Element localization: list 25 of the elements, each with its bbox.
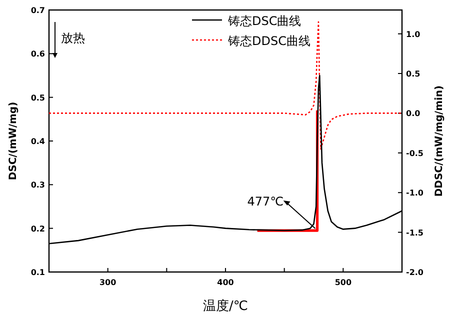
y-tick-label: 0.3 — [30, 180, 45, 190]
y-tick-label: 0.7 — [30, 6, 45, 15]
annotation: 477℃ — [247, 194, 316, 230]
legend-label: 铸态DDSC曲线 — [227, 34, 310, 48]
y-tick-label: 0.1 — [30, 268, 46, 277]
y-tick-label: 0.2 — [30, 224, 45, 234]
y2-tick-label: -2.0 — [406, 268, 424, 277]
y2-tick-label: -0.5 — [406, 148, 424, 158]
y-tick-label: 0.4 — [30, 137, 46, 146]
y2label: DDSC/(mW/mg/min) — [434, 85, 445, 197]
y-tick-label: 0.5 — [30, 93, 46, 102]
x-tick-label: 400 — [217, 278, 234, 287]
y2-tick-label: -1.5 — [406, 228, 424, 238]
y2-tick-label: 0.0 — [406, 109, 421, 118]
y2-tick-label: 0.5 — [406, 70, 421, 79]
y2-tick-label: -1.0 — [406, 188, 424, 198]
x-tick-label: 500 — [334, 278, 352, 287]
x-tick-label: 300 — [99, 278, 117, 287]
y-tick-label: 0.6 — [30, 50, 46, 59]
y2-tick-label: 1.0 — [406, 30, 421, 39]
annotation: 477℃ — [247, 194, 284, 209]
xlabel: 温度/℃ — [203, 299, 248, 314]
annotation: 放热 — [61, 31, 85, 45]
ylabel: DSC/(mW/mg) — [8, 102, 19, 180]
legend-label: 铸态DSC曲线 — [227, 14, 302, 28]
